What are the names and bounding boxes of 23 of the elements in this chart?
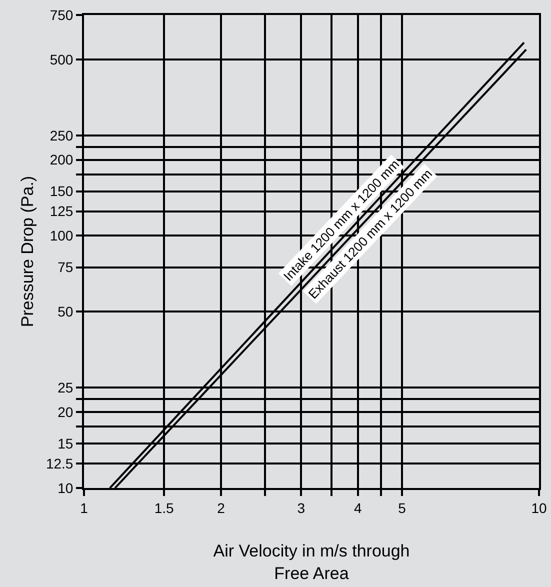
x-axis-title: Air Velocity in m/s through Free Area bbox=[213, 542, 410, 583]
x-tick-label: 5 bbox=[398, 500, 406, 516]
y-tick-label: 25 bbox=[58, 380, 74, 396]
y-tick-label: 20 bbox=[58, 404, 74, 420]
x-tick-label: 1.5 bbox=[154, 500, 174, 516]
x-tick-label: 2 bbox=[217, 500, 226, 516]
x-tick-label: 10 bbox=[531, 500, 547, 516]
y-tick-label: 10 bbox=[58, 480, 74, 496]
y-tick-label: 750 bbox=[50, 6, 74, 23]
y-tick-label: 500 bbox=[50, 51, 74, 68]
y-tick-label: 250 bbox=[50, 127, 74, 144]
x-tick-label: 3 bbox=[297, 500, 306, 516]
y-axis-title: Pressure Drop (Pa.) bbox=[18, 176, 37, 328]
y-tick-label: 15 bbox=[58, 435, 74, 452]
y-tick-label: 125 bbox=[50, 203, 74, 220]
y-tick-label: 50 bbox=[58, 304, 74, 320]
x-tick-label: 1 bbox=[80, 500, 88, 516]
y-tick-label: 200 bbox=[50, 152, 74, 168]
y-tick-label: 75 bbox=[58, 259, 74, 276]
y-tick-label: 150 bbox=[50, 183, 74, 200]
y-tick-label: 12.5 bbox=[46, 455, 74, 472]
y-tick-label: 100 bbox=[50, 228, 74, 244]
x-tick-label: 4 bbox=[354, 500, 362, 516]
